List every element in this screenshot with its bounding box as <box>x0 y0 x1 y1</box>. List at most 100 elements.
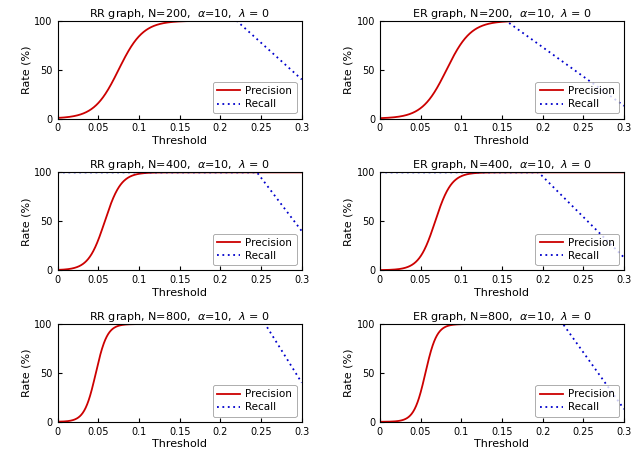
Legend: Precision, Recall: Precision, Recall <box>536 234 619 265</box>
Y-axis label: Rate (%): Rate (%) <box>22 349 31 397</box>
Precision <box>152 170 160 175</box>
Y-axis label: Rate (%): Rate (%) <box>344 197 354 246</box>
Recall <box>376 18 384 24</box>
Recall <box>54 321 61 327</box>
Precision <box>543 170 551 175</box>
Precision <box>620 170 628 175</box>
Recall <box>475 170 483 175</box>
Recall <box>244 321 252 327</box>
Precision <box>475 321 483 327</box>
Title: RR graph, N=400,  $\alpha$=10,  $\lambda$ = 0: RR graph, N=400, $\alpha$=10, $\lambda$ … <box>89 158 270 172</box>
Legend: Precision, Recall: Precision, Recall <box>213 82 296 113</box>
Recall <box>298 380 305 385</box>
Precision <box>484 321 492 327</box>
Recall <box>401 321 408 327</box>
Recall <box>79 321 86 327</box>
Precision <box>248 321 256 327</box>
Precision <box>571 321 579 327</box>
X-axis label: Threshold: Threshold <box>152 439 207 449</box>
Title: ER graph, N=400,  $\alpha$=10,  $\lambda$ = 0: ER graph, N=400, $\alpha$=10, $\lambda$ … <box>412 158 592 172</box>
Recall <box>161 170 169 175</box>
Recall <box>571 337 579 343</box>
Precision <box>376 115 384 121</box>
Recall <box>54 170 61 175</box>
Precision <box>54 419 61 425</box>
X-axis label: Threshold: Threshold <box>152 136 207 146</box>
Recall <box>54 18 61 24</box>
Line: Precision: Precision <box>58 324 301 422</box>
Recall <box>484 321 492 327</box>
Precision <box>298 18 305 24</box>
Precision <box>79 111 86 117</box>
Line: Recall: Recall <box>380 172 624 258</box>
Recall <box>543 321 551 327</box>
Recall <box>248 32 256 38</box>
Precision <box>79 410 86 416</box>
Recall <box>566 64 574 70</box>
Precision <box>54 267 61 272</box>
Precision <box>620 321 628 327</box>
Precision <box>401 113 408 118</box>
Recall <box>484 18 492 24</box>
Recall <box>401 18 408 24</box>
X-axis label: Threshold: Threshold <box>474 288 529 298</box>
Recall <box>484 170 492 175</box>
Legend: Precision, Recall: Precision, Recall <box>213 385 296 417</box>
Precision <box>244 321 252 327</box>
Precision <box>221 18 229 24</box>
Recall <box>244 28 252 34</box>
Line: Recall: Recall <box>58 21 301 79</box>
Precision <box>152 321 160 327</box>
Line: Recall: Recall <box>380 324 624 409</box>
Line: Precision: Precision <box>380 324 624 422</box>
Recall <box>221 170 229 175</box>
Recall <box>566 331 574 337</box>
Recall <box>475 321 483 327</box>
Precision <box>161 170 169 175</box>
Precision <box>248 170 256 175</box>
Precision <box>571 170 579 175</box>
Precision <box>54 115 61 121</box>
Precision <box>244 170 252 175</box>
Recall <box>298 228 305 234</box>
Precision <box>543 321 551 327</box>
Precision <box>543 18 551 24</box>
Recall <box>152 321 160 327</box>
Recall <box>620 255 628 260</box>
Precision <box>475 170 483 176</box>
Y-axis label: Rate (%): Rate (%) <box>22 197 31 246</box>
Recall <box>152 18 160 24</box>
Recall <box>620 406 628 412</box>
Precision <box>161 20 169 26</box>
Title: ER graph, N=800,  $\alpha$=10,  $\lambda$ = 0: ER graph, N=800, $\alpha$=10, $\lambda$ … <box>412 310 592 324</box>
Precision <box>244 18 252 24</box>
Precision <box>566 321 574 327</box>
Title: RR graph, N=200,  $\alpha$=10,  $\lambda$ = 0: RR graph, N=200, $\alpha$=10, $\lambda$ … <box>89 6 270 21</box>
Recall <box>475 18 483 24</box>
Recall <box>248 170 256 175</box>
Precision <box>376 267 384 273</box>
Recall <box>571 67 579 73</box>
Y-axis label: Rate (%): Rate (%) <box>22 45 31 94</box>
Recall <box>248 321 256 327</box>
Precision <box>401 416 408 422</box>
Legend: Precision, Recall: Precision, Recall <box>213 234 296 265</box>
Y-axis label: Rate (%): Rate (%) <box>344 45 354 94</box>
Recall <box>620 103 628 109</box>
Precision <box>566 170 574 175</box>
Precision <box>295 321 303 327</box>
Precision <box>620 321 628 327</box>
Precision <box>376 419 384 425</box>
Line: Recall: Recall <box>380 21 624 106</box>
Precision <box>401 265 408 271</box>
Title: RR graph, N=800,  $\alpha$=10,  $\lambda$ = 0: RR graph, N=800, $\alpha$=10, $\lambda$ … <box>89 310 270 324</box>
Recall <box>152 170 160 175</box>
Line: Recall: Recall <box>58 324 301 383</box>
Recall <box>79 18 86 24</box>
Precision <box>161 321 169 327</box>
X-axis label: Threshold: Threshold <box>152 288 207 298</box>
Precision <box>152 22 160 28</box>
Precision <box>221 170 229 175</box>
Line: Recall: Recall <box>58 172 301 231</box>
Recall <box>161 321 169 327</box>
